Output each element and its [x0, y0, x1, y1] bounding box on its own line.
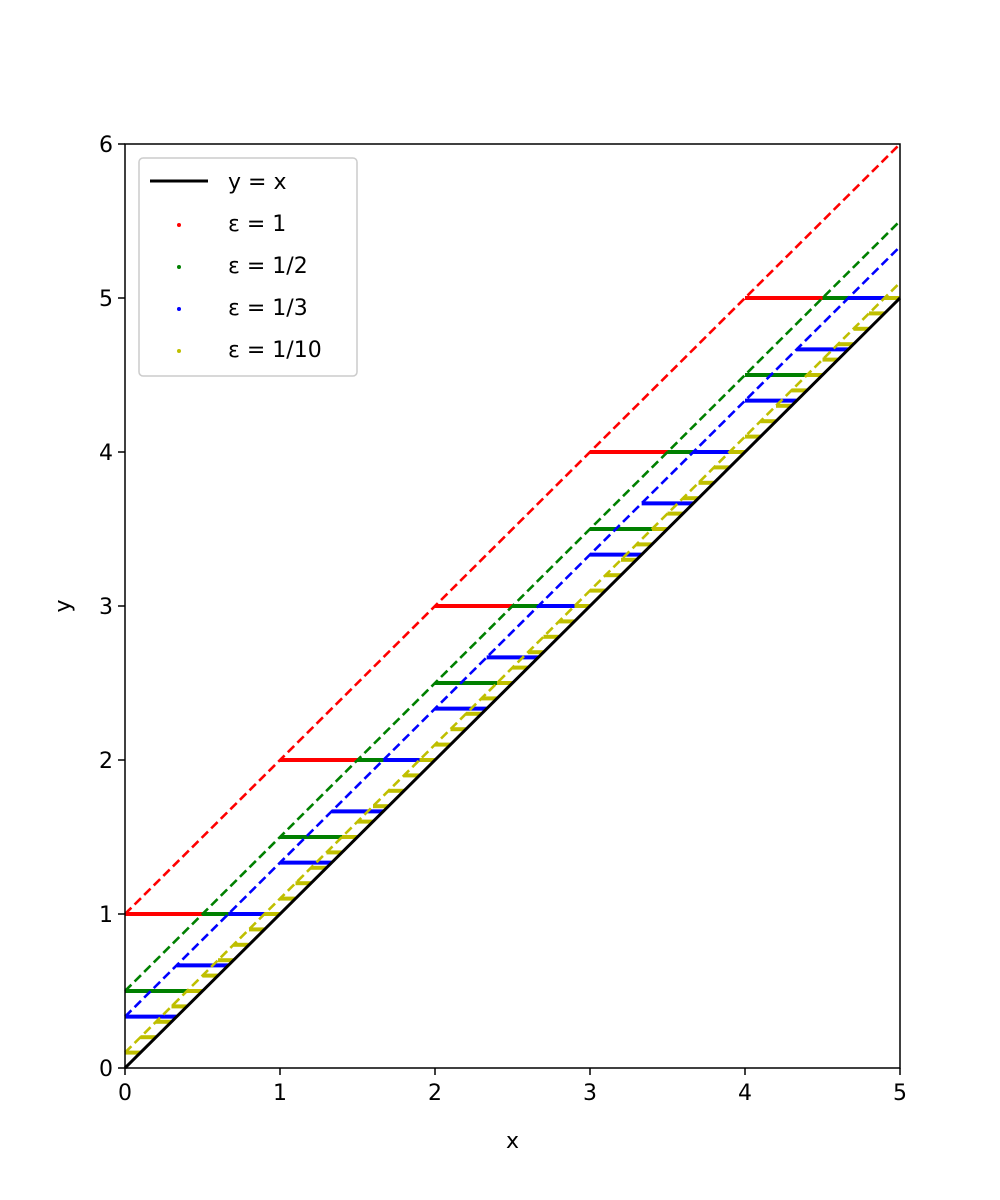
- y-tick-label: 6: [99, 133, 113, 158]
- reference-layer: [123, 296, 902, 1070]
- legend-label-series-1: ε = 1/2: [228, 254, 308, 279]
- y-tick-label: 5: [99, 287, 113, 312]
- y-tick-label: 0: [99, 1057, 113, 1082]
- x-axis-ticks: 0 1 2 3 4 5: [118, 1068, 907, 1106]
- x-tick-label: 4: [738, 1081, 752, 1106]
- legend: y = x ε = 1 ε = 1/2 ε = 1/3 ε = 1/10: [138, 157, 358, 377]
- series-2-bound-line: [124, 245, 901, 1018]
- series-0-bound-line: [124, 143, 901, 915]
- reference-line: [123, 296, 902, 1070]
- legend-box: [138, 157, 358, 377]
- y-axis-label: y: [51, 599, 76, 612]
- x-tick-label: 0: [118, 1081, 132, 1106]
- x-tick-label: 1: [273, 1081, 287, 1106]
- x-tick-label: 2: [428, 1081, 442, 1106]
- series-layer: [124, 143, 901, 1055]
- legend-marker-series-2: [177, 307, 181, 311]
- legend-label-series-3: ε = 1/10: [228, 338, 322, 363]
- legend-label-series-0: ε = 1: [228, 212, 286, 237]
- legend-marker-series-1: [177, 265, 181, 269]
- y-tick-label: 2: [99, 749, 113, 774]
- legend-label-reference: y = x: [228, 170, 286, 195]
- y-tick-label: 3: [99, 595, 113, 620]
- y-tick-label: 4: [99, 441, 113, 466]
- legend-marker-series-3: [177, 349, 181, 353]
- y-tick-label: 1: [99, 903, 113, 928]
- x-axis-label: x: [506, 1129, 519, 1154]
- x-tick-label: 5: [893, 1081, 907, 1106]
- legend-series: ε = 1 ε = 1/2 ε = 1/3 ε = 1/10: [177, 212, 322, 363]
- y-axis-ticks: 0 1 2 3 4 5 6: [99, 133, 125, 1082]
- legend-label-series-2: ε = 1/3: [228, 296, 308, 321]
- legend-marker-series-0: [177, 223, 181, 227]
- x-tick-label: 3: [583, 1081, 597, 1106]
